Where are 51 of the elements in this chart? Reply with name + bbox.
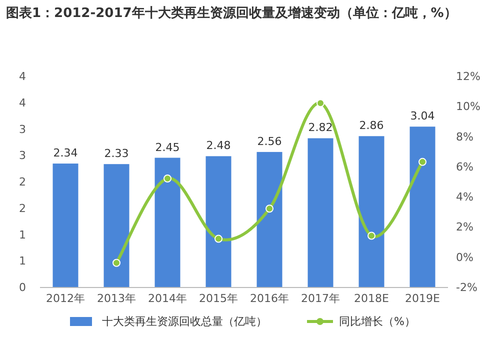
y-tick-label: 1 — [19, 254, 26, 268]
x-tick-label: 2014年 — [148, 292, 187, 305]
bar — [410, 126, 436, 287]
point — [266, 204, 274, 213]
x-tick-label: 2012年 — [46, 292, 85, 305]
y2-tick-label: 8% — [456, 130, 474, 144]
y2-tick-label: 10% — [456, 100, 480, 114]
y-tick-label: 4 — [19, 70, 26, 83]
y-tick-label: 3 — [19, 122, 26, 136]
data-label: 2.33 — [104, 147, 129, 160]
y2-tick-label: 4% — [456, 190, 474, 204]
data-label: 2.34 — [53, 146, 78, 160]
x-tick-label: 2013年 — [97, 292, 136, 305]
y-tick-label: 1 — [19, 228, 26, 242]
y2-tick-label: 0% — [456, 250, 474, 264]
y2-tick-label: -2% — [456, 281, 478, 294]
data-label: 2.82 — [308, 121, 333, 134]
y-tick-label: 2 — [19, 202, 26, 215]
point — [112, 258, 120, 267]
y2-tick-label: 12% — [456, 70, 480, 83]
bar — [308, 138, 334, 287]
legend-label: 十大类再生资源回收总量（亿吨） — [102, 315, 267, 328]
y-tick-label: 4 — [19, 96, 26, 110]
x-tick-label: 2015年 — [199, 292, 238, 305]
bar — [104, 164, 130, 287]
bar — [358, 136, 384, 287]
point — [316, 99, 324, 108]
y-tick-label: 0 — [19, 281, 26, 294]
x-tick-label: 2017年 — [301, 292, 340, 305]
bar — [206, 156, 232, 287]
data-label: 2.48 — [206, 139, 231, 152]
y2-tick-label: 6% — [456, 160, 474, 174]
data-label: 2.86 — [359, 119, 384, 132]
point — [164, 174, 172, 182]
point — [368, 232, 376, 240]
bar — [154, 158, 180, 287]
title: 图表1：2012-2017年十大类再生资源回收量及增速变动（单位：亿吨，%） — [6, 6, 457, 21]
x-tick-label: 2019E — [405, 292, 440, 305]
point — [418, 158, 426, 166]
legend-label: 同比增长（%） — [339, 315, 416, 328]
y-tick-label: 2 — [19, 176, 26, 188]
data-label: 3.04 — [410, 110, 435, 123]
y-tick-label: 3 — [19, 149, 26, 162]
bar — [52, 164, 78, 287]
bar — [256, 152, 282, 287]
data-label: 2.56 — [257, 134, 282, 148]
point — [214, 234, 222, 243]
x-tick-label: 2018E — [354, 292, 390, 305]
data-label: 2.45 — [155, 140, 180, 154]
y2-tick-label: 2% — [456, 220, 474, 234]
x-tick-label: 2016年 — [250, 292, 289, 305]
